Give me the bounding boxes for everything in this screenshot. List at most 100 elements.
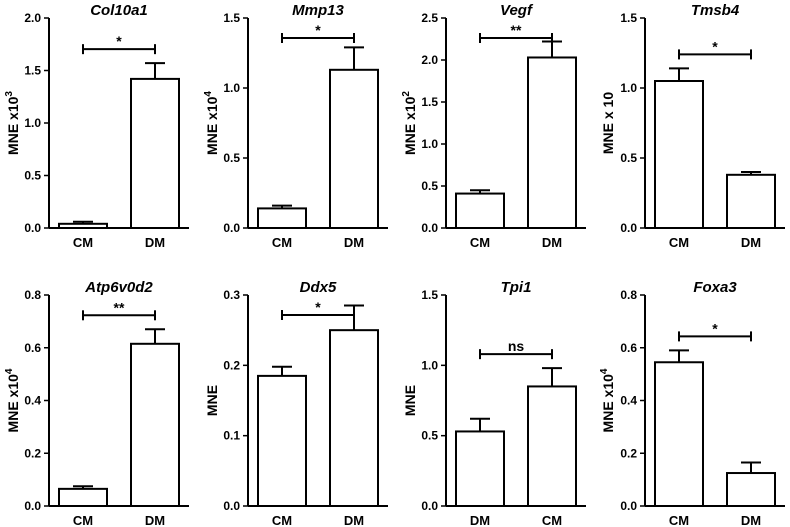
y-tick-label: 0.0 — [421, 221, 438, 235]
y-axis-label: MNE x 10 — [600, 92, 616, 154]
category-label: DM — [741, 513, 761, 527]
y-tick-label: 2.0 — [24, 11, 41, 25]
y-axis-label-text: MNE x10 — [5, 96, 21, 155]
y-tick-label: 0.2 — [620, 446, 637, 460]
chart-panel: Tpi1 MNE 0.0 0.5 1.0 1.5 DM CM ns — [402, 279, 586, 527]
significance-label: * — [116, 33, 122, 49]
y-tick-label: 1.0 — [223, 81, 240, 95]
y-tick-label: 0.0 — [620, 221, 637, 235]
chart-title: Atp6v0d2 — [84, 279, 153, 296]
significance-label: ** — [511, 22, 522, 38]
chart-title: Ddx5 — [300, 279, 337, 296]
bar — [455, 430, 505, 507]
chart-panel: Foxa3 MNE x104 0.0 0.2 0.4 0.6 0.8 CM DM * — [599, 279, 785, 527]
significance-label: * — [315, 299, 321, 315]
y-tick-label: 1.0 — [421, 137, 438, 151]
y-axis-label: MNE x104 — [4, 368, 21, 432]
y-tick-label: 0.4 — [620, 394, 637, 408]
category-label: CM — [73, 513, 93, 527]
bar — [58, 222, 108, 230]
y-tick-label: 1.5 — [620, 11, 637, 25]
category-label: DM — [741, 235, 761, 250]
y-axis-label: MNE x104 — [203, 91, 220, 155]
bar — [257, 374, 307, 507]
y-tick-label: 1.5 — [223, 11, 240, 25]
bar — [654, 80, 704, 229]
chart-title: Col10a1 — [90, 2, 148, 19]
y-axis-label-text: MNE x 10 — [600, 92, 616, 154]
chart-panel: Col10a1 MNE x103 0.0 0.5 1.0 1.5 2.0 CM DM * — [4, 2, 189, 250]
y-axis-label-exponent: 4 — [203, 91, 214, 97]
y-tick-label: 0.1 — [223, 429, 240, 443]
category-label: CM — [272, 235, 292, 250]
y-tick-label: 1.5 — [421, 288, 438, 302]
y-tick-label: 0.5 — [24, 169, 41, 183]
y-tick-label: 1.0 — [24, 116, 41, 130]
y-tick-label: 0.5 — [223, 151, 240, 165]
y-axis-label: MNE — [204, 385, 220, 416]
significance-label: * — [315, 22, 321, 38]
y-tick-label: 1.5 — [421, 95, 438, 109]
chart-title: Tmsb4 — [691, 2, 740, 19]
y-tick-label: 0.0 — [24, 221, 41, 235]
category-label: CM — [272, 513, 292, 527]
y-axis-label: MNE x103 — [4, 91, 21, 155]
category-label: DM — [470, 513, 490, 527]
y-tick-label: 0.2 — [24, 446, 41, 460]
category-label: DM — [145, 235, 165, 250]
significance-label: ** — [114, 299, 125, 315]
y-tick-label: 1.0 — [620, 81, 637, 95]
bar — [329, 68, 379, 229]
chart-panel: Ddx5 MNE 0.0 0.1 0.2 0.3 CM DM * — [204, 279, 388, 527]
y-tick-label: 0.0 — [421, 499, 438, 513]
chart-panel: Vegf MNE x102 0.0 0.5 1.0 1.5 2.0 2.5 CM DM ** — [401, 2, 586, 250]
bar — [130, 77, 180, 230]
chart-panel: Atp6v0d2 MNE x104 0.0 0.2 0.4 0.6 0.8 CM DM ** — [4, 279, 189, 527]
chart-title: Mmp13 — [292, 2, 344, 19]
y-tick-label: 0.6 — [24, 341, 41, 355]
chart-panel: Mmp13 MNE x104 0.0 0.5 1.0 1.5 CM DM * — [203, 2, 388, 250]
y-axis-label: MNE x102 — [401, 91, 418, 155]
y-tick-label: 0.8 — [620, 288, 637, 302]
y-tick-label: 0.0 — [620, 499, 637, 513]
bar — [527, 56, 577, 230]
y-tick-label: 0.2 — [223, 358, 240, 372]
y-axis-label-text: MNE — [402, 385, 418, 416]
y-tick-label: 2.5 — [421, 11, 438, 25]
category-label: CM — [669, 513, 689, 527]
bar — [726, 173, 776, 230]
bar — [257, 207, 307, 229]
bar — [58, 487, 108, 508]
category-label: DM — [344, 513, 364, 527]
bar — [455, 192, 505, 229]
y-axis-label: MNE — [402, 385, 418, 416]
bar — [654, 361, 704, 507]
y-axis-label-text: MNE x10 — [402, 96, 418, 155]
y-axis-label-exponent: 4 — [4, 368, 15, 374]
y-tick-label: 1.5 — [24, 64, 41, 78]
category-label: DM — [542, 235, 562, 250]
significance-label: * — [712, 320, 718, 336]
bar — [527, 385, 577, 507]
category-label: CM — [542, 513, 562, 527]
category-label: CM — [669, 235, 689, 250]
y-tick-label: 0.0 — [223, 499, 240, 513]
y-axis-label-exponent: 4 — [599, 368, 610, 374]
chart-title: Foxa3 — [693, 279, 737, 296]
y-axis-label-exponent: 2 — [401, 91, 412, 97]
category-label: DM — [145, 513, 165, 527]
bar — [726, 472, 776, 507]
y-tick-label: 1.0 — [421, 358, 438, 372]
bar — [130, 342, 180, 508]
y-tick-label: 0.6 — [620, 341, 637, 355]
bar — [329, 329, 379, 507]
category-label: DM — [344, 235, 364, 250]
y-tick-label: 0.0 — [24, 499, 41, 513]
chart-panel: Tmsb4 MNE x 10 0.0 0.5 1.0 1.5 CM DM * — [600, 2, 785, 250]
y-axis-label: MNE x104 — [599, 368, 616, 432]
y-axis-label-text: MNE x10 — [600, 374, 616, 433]
y-axis-label-text: MNE x10 — [5, 374, 21, 433]
category-label: CM — [73, 235, 93, 250]
chart-title: Tpi1 — [501, 279, 532, 296]
